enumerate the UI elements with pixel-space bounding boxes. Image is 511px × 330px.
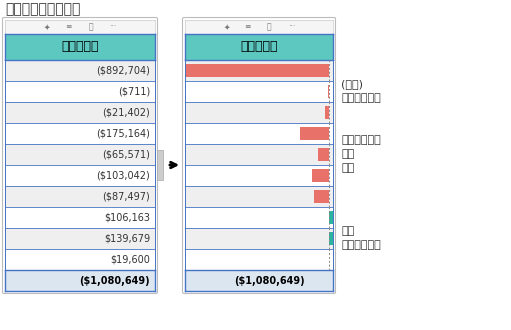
- Text: ($87,497): ($87,497): [102, 191, 150, 202]
- Bar: [157, 150, 163, 180]
- Text: $139,679: $139,679: [104, 234, 150, 244]
- Bar: [5, 186, 155, 207]
- Bar: [312, 169, 329, 182]
- Text: (负值)
是红色数据条: (负值) 是红色数据条: [341, 80, 381, 104]
- Text: $19,600: $19,600: [110, 254, 150, 265]
- Bar: [185, 270, 333, 291]
- Text: ($1,080,649): ($1,080,649): [79, 276, 150, 285]
- Text: ($103,042): ($103,042): [96, 171, 150, 181]
- Text: ≡: ≡: [65, 22, 71, 31]
- Text: ($65,571): ($65,571): [102, 149, 150, 159]
- Bar: [185, 207, 333, 228]
- Bar: [5, 228, 155, 249]
- Bar: [318, 148, 329, 161]
- Bar: [185, 165, 333, 186]
- Bar: [185, 64, 329, 77]
- Text: ⎘: ⎘: [267, 22, 272, 31]
- Bar: [5, 81, 155, 102]
- Text: ($21,402): ($21,402): [102, 108, 150, 117]
- Bar: [5, 249, 155, 270]
- Text: ($711): ($711): [118, 86, 150, 96]
- Bar: [5, 123, 155, 144]
- Bar: [185, 102, 333, 123]
- Text: ($1,080,649): ($1,080,649): [234, 276, 305, 285]
- FancyBboxPatch shape: [3, 17, 157, 293]
- Bar: [325, 106, 329, 119]
- Bar: [185, 249, 333, 270]
- Bar: [5, 102, 155, 123]
- Bar: [185, 123, 333, 144]
- Text: 总销售差额: 总销售差额: [61, 41, 99, 53]
- Bar: [5, 165, 155, 186]
- Bar: [185, 60, 333, 81]
- Bar: [5, 60, 155, 81]
- Bar: [5, 270, 155, 291]
- Bar: [329, 253, 330, 266]
- FancyBboxPatch shape: [182, 17, 336, 293]
- Text: ✦: ✦: [44, 22, 50, 31]
- Bar: [185, 81, 333, 102]
- Text: 正值
是绿色数据条: 正值 是绿色数据条: [341, 226, 381, 250]
- Text: $106,163: $106,163: [104, 213, 150, 222]
- Bar: [329, 211, 333, 224]
- Bar: [185, 228, 333, 249]
- Text: ≡: ≡: [244, 22, 250, 31]
- Bar: [185, 186, 333, 207]
- Bar: [300, 127, 329, 140]
- Bar: [5, 34, 155, 60]
- Bar: [329, 232, 333, 245]
- Bar: [5, 144, 155, 165]
- Text: ($175,164): ($175,164): [96, 128, 150, 139]
- Bar: [185, 144, 333, 165]
- Text: ($892,704): ($892,704): [96, 65, 150, 76]
- Text: 条形大小显示
相对
数额: 条形大小显示 相对 数额: [341, 136, 381, 174]
- Bar: [314, 190, 329, 203]
- Text: ···: ···: [288, 22, 295, 31]
- Text: 总销售差额: 总销售差额: [240, 41, 278, 53]
- Bar: [5, 20, 155, 34]
- Text: ✦: ✦: [223, 22, 229, 31]
- Bar: [5, 207, 155, 228]
- Bar: [185, 20, 333, 34]
- Text: ⎘: ⎘: [88, 22, 93, 31]
- Text: 将数值转换为数据条: 将数值转换为数据条: [5, 2, 80, 16]
- Bar: [185, 34, 333, 60]
- Text: ···: ···: [109, 22, 117, 31]
